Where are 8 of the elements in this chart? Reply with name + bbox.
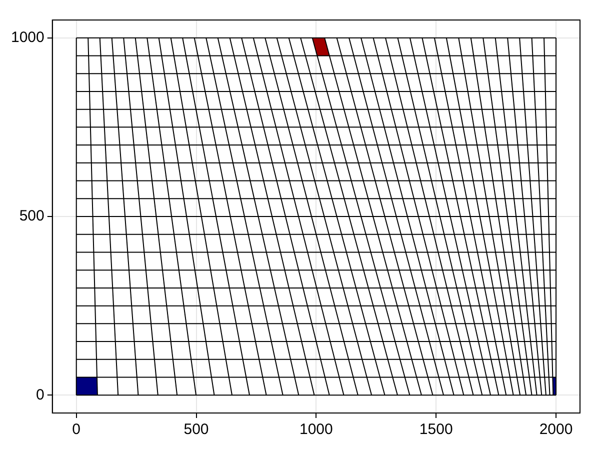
x-tick-label: 2000 (539, 421, 573, 438)
x-tick-label: 500 (184, 421, 209, 438)
x-tick-label: 1000 (299, 421, 333, 438)
x-tick-label: 1500 (419, 421, 453, 438)
y-tick-label: 500 (19, 208, 44, 225)
y-tick-label: 1000 (10, 29, 44, 46)
x-tick-label: 0 (72, 421, 81, 438)
y-tick-label: 0 (36, 386, 44, 404)
